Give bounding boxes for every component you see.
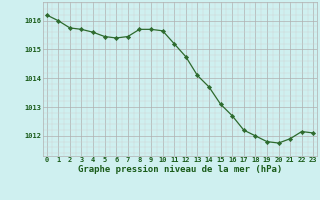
X-axis label: Graphe pression niveau de la mer (hPa): Graphe pression niveau de la mer (hPa) xyxy=(78,165,282,174)
